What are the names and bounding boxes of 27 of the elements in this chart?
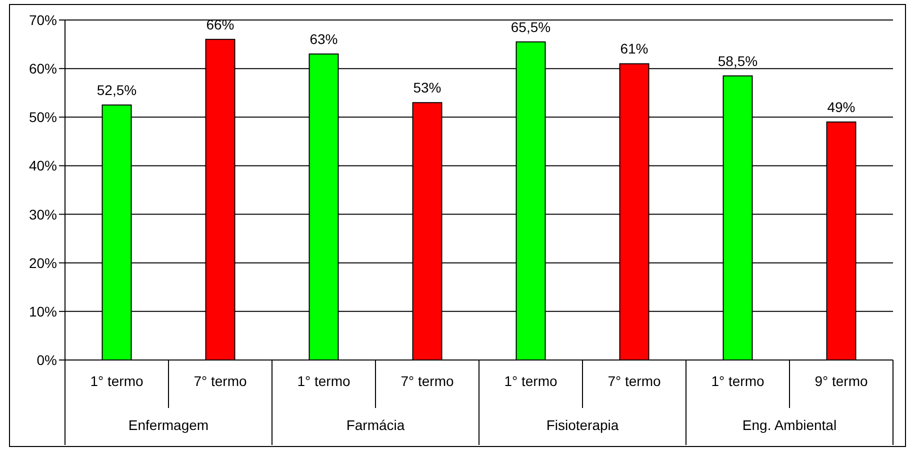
data-label: 58,5%: [718, 52, 758, 69]
x-tick-label: 1° termo: [504, 373, 558, 389]
y-tick-label: 0%: [36, 352, 57, 368]
text: Fisioterapia: [546, 417, 619, 433]
y-tick-label: 50%: [28, 109, 57, 126]
y-tick-label: 30%: [28, 206, 57, 222]
y-tick-label: 10%: [28, 303, 57, 320]
y-tick-label: 20%: [28, 254, 57, 271]
data-label: 63%: [310, 31, 338, 47]
y-tick-label: 70%: [28, 12, 57, 28]
text: Enfermagem: [128, 417, 209, 433]
y-tick-label: 60%: [28, 60, 57, 77]
x-tick-label: 7° termo: [400, 373, 454, 389]
x-tick-label: 9° termo: [814, 373, 868, 389]
x-tick-label: 1° termo: [711, 373, 764, 389]
x-tick-label: 7° termo: [608, 373, 661, 389]
data-label: 65,5%: [510, 18, 551, 35]
data-label: 49%: [827, 99, 856, 115]
y-tick-label: 40%: [28, 158, 57, 174]
data-label: 52,5%: [96, 82, 137, 98]
x-tick-label: 1° termo: [297, 373, 350, 389]
text: Farmácia: [346, 417, 405, 433]
x-tick-label: 7° termo: [194, 373, 247, 389]
data-label: 61%: [620, 40, 648, 57]
x-tick-label: 1° termo: [90, 373, 144, 389]
data-label: 53%: [413, 80, 442, 96]
text: Eng. Ambiental: [742, 417, 837, 433]
